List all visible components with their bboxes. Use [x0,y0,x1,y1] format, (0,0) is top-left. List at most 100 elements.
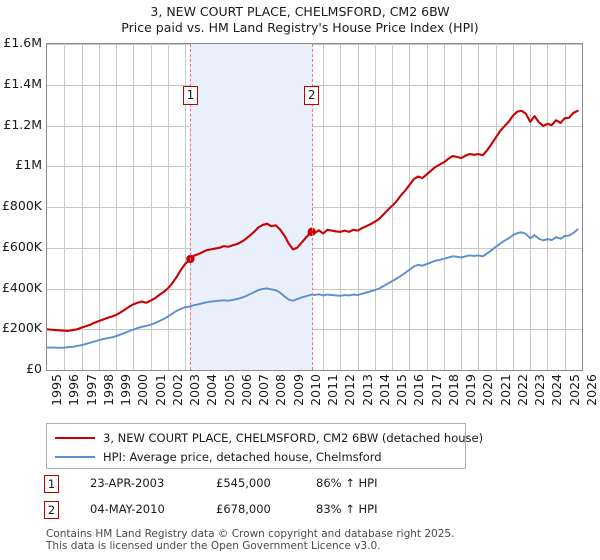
x-tick-label: 2000 [135,374,151,406]
legend-swatch-hpi [55,456,95,458]
gridline-horizontal [47,166,582,168]
y-tick-label: £1.6M [3,35,42,50]
x-tick-label: 2013 [359,374,375,406]
gridline-vertical [64,44,66,370]
chart-title-block: 3, NEW COURT PLACE, CHELMSFORD, CM2 6BW … [0,4,600,36]
x-tick-label: 2014 [376,374,392,406]
y-tick-label: £400K [1,279,42,295]
gridline-horizontal [47,44,582,45]
gridline-vertical [150,44,152,370]
x-tick-label: 1995 [49,374,64,406]
x-tick-label: 2006 [238,374,254,406]
gridline-vertical [530,44,532,370]
gridline-vertical [426,44,428,370]
gridline-horizontal [47,288,582,290]
legend-label-property: 3, NEW COURT PLACE, CHELMSFORD, CM2 6BW … [103,430,484,445]
x-tick-label: 1999 [118,374,134,406]
chart-legend: 3, NEW COURT PLACE, CHELMSFORD, CM2 6BW … [46,423,483,469]
x-tick-label: 2004 [204,374,220,406]
table-row: 1 23-APR-2003 £545,000 86% ↑ HPI [44,474,494,500]
event-marker-badge: 2 [304,86,320,105]
x-tick-label: 2025 [566,374,582,406]
x-tick-label: 2012 [342,374,358,406]
x-tick-label: 2007 [256,374,272,406]
page-title: 3, NEW COURT PLACE, CHELMSFORD, CM2 6BW [150,4,450,19]
x-tick-label: 2021 [497,374,513,406]
x-tick-label: 2011 [325,374,341,406]
footer-line-1: Contains HM Land Registry data © Crown c… [46,528,455,540]
x-tick-label: 2026 [584,374,599,406]
gridline-vertical [323,44,325,370]
x-tick-label: 2022 [514,374,530,406]
gridline-horizontal [47,84,582,86]
gridline-vertical [547,44,549,370]
y-axis-labels: £0 £200K £400K £600K £800K £1M £1.2M £1.4M £1.6M [0,36,44,375]
series-line-hpi [47,228,579,349]
x-tick-label: 1996 [66,374,82,406]
x-tick-label: 2001 [152,374,168,406]
gridline-vertical [392,44,394,370]
y-tick-label: £800K [1,198,42,213]
legend-swatch-property [55,437,95,439]
gridline-vertical [478,44,480,370]
y-tick-label: £0 [26,361,42,376]
y-tick-label: £1.4M [3,75,42,91]
transaction-date-2: 04-MAY-2010 [90,502,165,516]
x-tick-label: 2018 [445,374,461,406]
gridline-vertical [443,44,445,370]
gridline-vertical [357,44,359,370]
gridline-vertical [374,44,376,370]
gridline-horizontal [47,125,582,127]
gridline-vertical [564,44,566,370]
legend-item-hpi: HPI: Average price, detached house, Chel… [55,448,382,466]
gridline-vertical [133,44,135,370]
gridline-vertical [167,44,169,370]
y-tick-label: £600K [1,238,42,254]
x-tick-label: 2019 [463,374,479,406]
event-vertical-line [190,44,192,370]
transaction-hpi-1: 86% ↑ HPI [316,476,378,490]
series-lines [47,109,579,349]
legend-label-hpi: HPI: Average price, detached house, Chel… [103,449,382,464]
gridline-vertical [98,44,100,370]
x-tick-label: 2023 [532,374,548,406]
y-tick-label: £1.2M [3,116,42,132]
x-tick-label: 2020 [480,374,496,406]
page-subtitle: Price paid vs. HM Land Registry's House … [121,20,479,35]
x-tick-label: 2016 [411,374,427,406]
x-tick-label: 2003 [187,374,203,406]
gridline-vertical [185,44,187,370]
gridline-horizontal [47,207,582,208]
gridline-horizontal [47,247,582,249]
transactions-table: 1 23-APR-2003 £545,000 86% ↑ HPI 2 04-MA… [44,474,494,526]
y-tick-label: £200K [1,320,42,336]
gridline-vertical [116,44,118,370]
footer-attribution: Contains HM Land Registry data © Crown c… [46,528,586,552]
x-tick-label: 2010 [307,374,323,406]
x-tick-label: 2017 [428,374,444,406]
x-tick-label: 2009 [290,374,306,406]
x-tick-label: 2002 [169,374,185,406]
ownership-period-band [190,44,312,370]
table-row: 2 04-MAY-2010 £678,000 83% ↑ HPI [44,500,494,526]
y-tick-label: £1M [15,157,42,173]
x-tick-label: 1997 [83,374,99,406]
x-tick-label: 2015 [394,374,410,406]
transaction-marker-2: 2 [44,501,59,519]
gridline-vertical [512,44,514,370]
transaction-price-2: £678,000 [216,502,271,516]
x-tick-label: 2024 [549,374,565,406]
transaction-price-1: £545,000 [216,476,271,490]
x-axis-labels: 1995 1996 1997 1998 1999 2000 2001 2002 2003 2004… [46,374,599,418]
event-vertical-line [311,44,313,370]
transaction-hpi-2: 83% ↑ HPI [316,502,378,516]
x-tick-label: 1998 [100,374,116,406]
footer-line-2: This data is licensed under the Open Gov… [46,540,381,552]
gridline-vertical [81,44,83,370]
gridline-vertical [340,44,342,370]
gridline-vertical [409,44,411,370]
gridline-vertical [461,44,463,370]
gridline-horizontal [47,329,582,331]
